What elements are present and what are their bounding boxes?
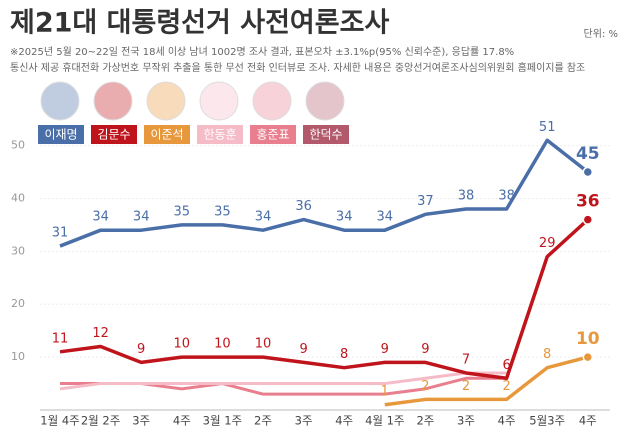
portrait: [40, 81, 80, 121]
legend-label: 이준석: [150, 128, 183, 142]
chart-title: 제21대 대통령선거 사전여론조사: [10, 8, 389, 39]
data-label: 34: [255, 210, 272, 225]
data-label: 10: [214, 337, 231, 352]
legend-label: 한동훈: [203, 128, 236, 142]
data-label: 8: [543, 347, 551, 362]
data-label: 9: [381, 342, 389, 357]
data-label: 36: [295, 199, 312, 214]
x-tick-label: 4주: [579, 414, 597, 428]
legend-box: [91, 125, 137, 144]
x-tick-label: 2월 2주: [81, 414, 120, 428]
legend-box: [197, 125, 243, 144]
data-label: 1: [381, 384, 389, 399]
end-marker: [582, 166, 594, 178]
data-label: 10: [576, 329, 600, 349]
y-tick-label: 30: [11, 244, 25, 257]
portrait: [252, 81, 292, 121]
data-label: 10: [174, 337, 191, 352]
y-tick-label: 20: [11, 297, 25, 310]
data-label: 34: [92, 210, 109, 225]
data-label: 36: [576, 192, 600, 212]
data-label: 34: [377, 210, 394, 225]
series-line: [60, 376, 507, 396]
data-label: 45: [576, 144, 600, 164]
x-tick-label: 1월 4주: [40, 414, 79, 428]
legend-box: [144, 125, 190, 144]
data-label: 2: [462, 379, 470, 394]
data-label: 29: [539, 236, 556, 251]
data-label: 38: [498, 189, 515, 204]
note: ※2025년 5월 20~22일 전국 18세 이상 남녀 1002명 조사 결…: [10, 46, 514, 58]
unit: 단위: %: [584, 27, 618, 40]
data-label: 35: [214, 204, 231, 219]
data-label: 2: [421, 379, 429, 394]
data-label: 31: [52, 226, 69, 241]
x-tick-label: 3월 1주: [203, 414, 242, 428]
y-tick-label: 50: [11, 139, 25, 152]
data-label: 34: [336, 210, 353, 225]
data-label: 12: [92, 326, 109, 341]
x-tick-label: 5월3주: [529, 414, 565, 428]
data-label: 9: [299, 342, 307, 357]
x-tick-label: 3주: [457, 414, 475, 428]
data-label: 35: [174, 204, 191, 219]
legend-box: [250, 125, 296, 144]
data-label: 2: [502, 379, 510, 394]
x-tick-label: 4월 1주: [365, 414, 404, 428]
y-tick-label: 10: [11, 350, 25, 363]
legend-box: [38, 125, 84, 144]
legend-label: 홍준표: [256, 128, 289, 142]
series-line: [59, 138, 589, 248]
data-label: 9: [421, 342, 429, 357]
portrait: [199, 81, 239, 121]
x-tick-label: 2주: [254, 414, 272, 428]
data-label: 34: [133, 210, 150, 225]
data-label: 9: [137, 342, 145, 357]
x-tick-label: 3주: [295, 414, 313, 428]
data-label: 7: [462, 352, 470, 367]
end-marker: [582, 351, 594, 363]
data-label: 11: [52, 331, 69, 346]
data-label: 38: [458, 189, 475, 204]
x-tick-label: 3주: [132, 414, 150, 428]
legend-label: 김문수: [97, 128, 130, 142]
data-label: 37: [417, 194, 434, 209]
end-marker: [582, 214, 594, 225]
data-label: 10: [255, 337, 272, 352]
portrait: [305, 81, 345, 121]
series-line: [384, 355, 589, 407]
note: 통신사 제공 휴대전화 가상번호 무작위 추출을 통한 무선 전화 인터뷰로 조…: [10, 61, 585, 74]
series-line: [59, 218, 589, 381]
x-tick-label: 2주: [416, 414, 434, 428]
data-label: 51: [539, 120, 556, 135]
y-tick-label: 40: [11, 191, 25, 204]
legend-label: 한덕수: [309, 128, 342, 142]
portrait: [93, 81, 133, 121]
portrait: [146, 81, 186, 121]
x-tick-label: 4주: [173, 414, 191, 428]
legend-label: 이재명: [44, 128, 77, 142]
x-tick-label: 4주: [498, 414, 516, 428]
data-label: 8: [340, 347, 348, 362]
series-line: [59, 371, 507, 391]
x-tick-label: 4주: [335, 414, 353, 428]
data-label: 6: [502, 358, 510, 373]
legend-box: [303, 125, 349, 144]
